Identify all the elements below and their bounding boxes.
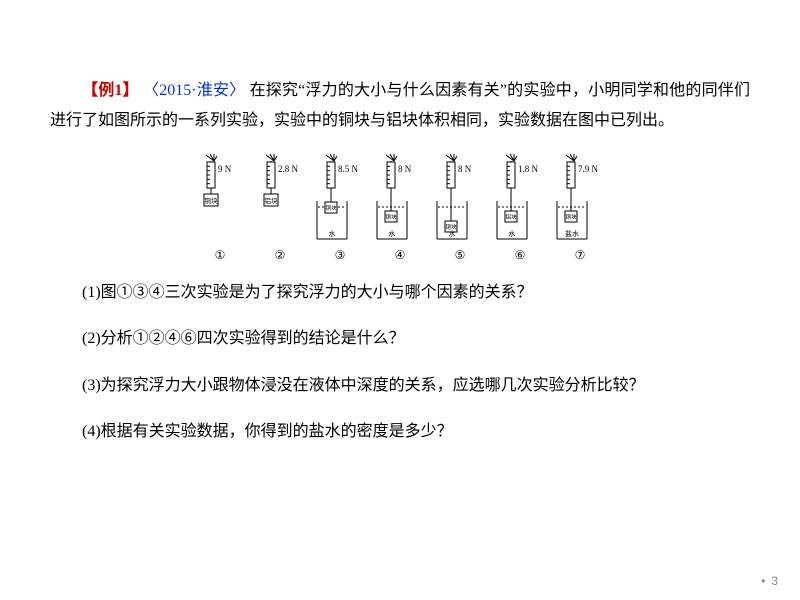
experiment-index: ⑤ — [455, 249, 466, 262]
page-number: •3 — [761, 574, 778, 588]
experiment-item: 8 N铜块水⑤ — [435, 153, 485, 262]
experiment-diagram: 9 N 铜块 — [195, 153, 245, 248]
question-3: (3)为探究浮力大小跟物体浸没在液体中深度的关系，应选哪几次实验分析比较？ — [50, 371, 750, 401]
svg-text:铝块: 铝块 — [505, 213, 517, 221]
svg-text:8 N: 8 N — [398, 164, 412, 174]
question-1: (1)图①③④三次实验是为了探究浮力的大小与哪个因素的关系？ — [50, 278, 750, 308]
svg-text:铜块: 铜块 — [385, 213, 397, 221]
experiment-diagram: 7.9 N 铜块盐水 — [555, 153, 605, 248]
experiment-diagram: 2.8 N 铝块 — [255, 153, 305, 248]
experiment-index: ⑥ — [515, 249, 526, 262]
svg-text:9 N: 9 N — [218, 164, 232, 174]
bullet-icon: • — [761, 574, 765, 588]
svg-text:水: 水 — [509, 229, 516, 238]
example-label: 【例1】 — [82, 82, 139, 99]
svg-text:8 N: 8 N — [458, 164, 472, 174]
svg-text:2.8 N: 2.8 N — [278, 164, 299, 174]
experiment-figure: 9 N铜块①2.8 N铝块②8.5 N铜块水③8 N铜块水④8 N铜块水⑤1.8… — [50, 153, 750, 262]
experiment-item: 1.8 N 铝块水 ⑥ — [495, 153, 545, 262]
svg-text:水: 水 — [389, 229, 396, 238]
experiment-diagram: 8 N 铜块水 — [375, 153, 425, 248]
svg-text:7.9 N: 7.9 N — [578, 164, 599, 174]
intro-paragraph: 【例1】 〈2015·淮安〉 在探究“浮力的大小与什么因素有关”的实验中，小明同… — [50, 76, 750, 137]
experiment-item: 8.5 N 铜块水 ③ — [315, 153, 365, 262]
svg-text:铜块: 铜块 — [205, 196, 219, 205]
svg-text:盐水: 盐水 — [565, 229, 579, 238]
experiment-diagram: 1.8 N 铝块水 — [495, 153, 545, 248]
experiment-index: ④ — [395, 249, 406, 262]
question-4: (4)根据有关实验数据，你得到的盐水的密度是多少？ — [50, 417, 750, 447]
svg-text:水: 水 — [329, 229, 336, 238]
experiment-index: ⑦ — [575, 249, 586, 262]
experiment-index: ② — [275, 249, 286, 262]
source-label: 〈2015·淮安〉 — [143, 82, 245, 99]
svg-text:水: 水 — [449, 229, 456, 238]
page-number-value: 3 — [771, 574, 778, 588]
experiment-diagram: 8 N铜块水 — [435, 153, 485, 248]
svg-text:1.8 N: 1.8 N — [518, 164, 539, 174]
experiment-index: ③ — [335, 249, 346, 262]
experiment-item: 9 N 铜块 ① — [195, 153, 245, 262]
experiment-item: 7.9 N 铜块盐水 ⑦ — [555, 153, 605, 262]
experiment-item: 2.8 N 铝块 ② — [255, 153, 305, 262]
experiment-diagram: 8.5 N 铜块水 — [315, 153, 365, 248]
experiment-item: 8 N 铜块水 ④ — [375, 153, 425, 262]
page-content: 【例1】 〈2015·淮安〉 在探究“浮力的大小与什么因素有关”的实验中，小明同… — [0, 0, 800, 600]
experiment-index: ① — [215, 249, 226, 262]
question-2: (2)分析①②④⑥四次实验得到的结论是什么？ — [50, 324, 750, 354]
svg-text:8.5 N: 8.5 N — [338, 164, 359, 174]
svg-text:铝块: 铝块 — [265, 196, 279, 205]
svg-text:铜块: 铜块 — [325, 204, 337, 212]
svg-text:铜块: 铜块 — [565, 213, 577, 221]
